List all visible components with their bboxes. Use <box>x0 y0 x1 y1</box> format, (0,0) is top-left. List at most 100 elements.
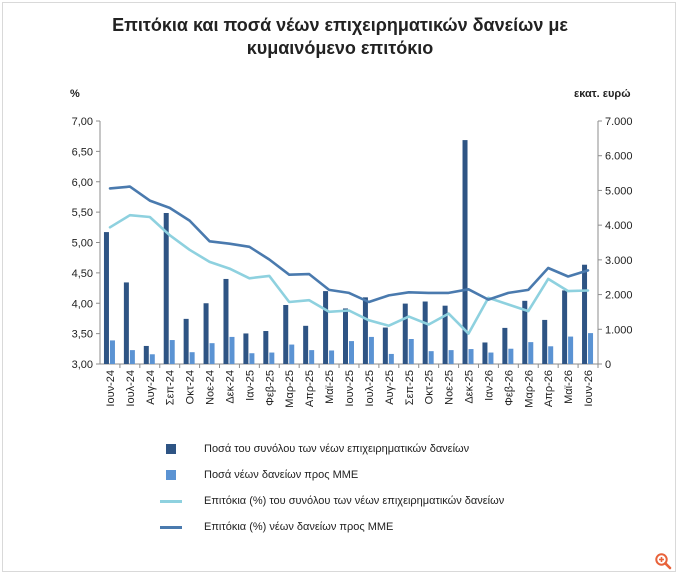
bar-sme-amount <box>588 333 594 364</box>
x-tick-label: Απρ-26 <box>543 370 555 407</box>
x-tick-label: Αυγ-24 <box>145 370 157 405</box>
bar-sme-amount <box>408 339 414 364</box>
bar-total-amount <box>562 290 568 364</box>
chart-title: Επιτόκια και ποσά νέων επιχειρηματικών δ… <box>0 14 680 60</box>
x-tick-label: Νοε-24 <box>205 370 217 405</box>
bar-total-amount <box>442 305 448 364</box>
bar-sme-amount <box>289 344 295 364</box>
x-tick-label: Απρ-25 <box>304 370 316 407</box>
bar-sme-amount <box>568 336 574 364</box>
x-tick-label: Μαρ-25 <box>284 370 296 408</box>
right-tick-label: 6.000 <box>605 151 633 163</box>
bar-total-amount <box>482 342 488 364</box>
x-tick-label: Ιουν-25 <box>344 370 356 407</box>
left-tick-label: 3,50 <box>72 329 93 341</box>
bar-sme-amount <box>548 346 554 364</box>
bar-sme-amount <box>448 350 454 364</box>
legend-label: Ποσά νέων δανείων προς ΜΜΕ <box>204 469 359 481</box>
left-axis-unit: % <box>70 88 80 100</box>
x-tick-label: Φεβ-25 <box>264 370 276 406</box>
left-tick-label: 3,00 <box>72 359 93 371</box>
bar-total-amount <box>243 333 249 364</box>
bar-sme-amount <box>329 350 335 364</box>
left-tick-label: 5,00 <box>72 238 93 250</box>
bar-total-amount <box>542 319 548 364</box>
legend-label: Ποσά του συνόλου των νέων επιχειρηματικώ… <box>204 443 470 455</box>
bar-total-amount <box>582 264 588 364</box>
zoom-icon[interactable] <box>654 552 672 570</box>
bar-sme-amount <box>189 352 195 364</box>
legend-item-total-rate: Επιτόκια (%) του συνόλου των νέων επιχει… <box>160 492 620 518</box>
bar-total-amount <box>422 301 428 364</box>
x-tick-label: Σεπ-24 <box>165 370 177 405</box>
bar-total-amount <box>163 212 169 364</box>
bar-sme-amount <box>109 340 115 364</box>
left-tick-label: 6,50 <box>72 146 93 158</box>
bar-sme-amount <box>129 350 135 364</box>
bar-sme-amount <box>368 336 374 364</box>
x-tick-label: Οκτ-24 <box>185 370 197 404</box>
line-sme-rate <box>108 185 590 304</box>
x-tick-label: Μαρ-26 <box>523 370 535 408</box>
left-tick-label: 7,00 <box>72 116 93 128</box>
line-total-rate <box>108 213 590 335</box>
bar-total-amount <box>382 327 388 364</box>
bar-total-amount <box>362 297 368 364</box>
x-tick-label: Φεβ-26 <box>503 370 515 406</box>
x-tick-label: Ιαν-25 <box>244 370 256 401</box>
bar-sme-amount <box>388 353 394 364</box>
bar-sme-amount <box>528 342 534 364</box>
right-tick-label: 4.000 <box>605 220 633 232</box>
bar-total-amount <box>323 291 329 364</box>
legend-label: Επιτόκια (%) του συνόλου των νέων επιχει… <box>204 495 505 507</box>
bar-total-amount <box>223 278 229 364</box>
legend: Ποσά του συνόλου των νέων επιχειρηματικώ… <box>160 440 620 544</box>
bar-sme-amount <box>229 336 235 364</box>
x-tick-label: Μαϊ-26 <box>563 370 575 404</box>
x-tick-label: Δεκ-24 <box>224 370 236 404</box>
right-tick-label: 7.000 <box>605 116 633 128</box>
bar-sme-amount <box>149 354 155 364</box>
legend-swatch <box>160 526 182 529</box>
bar-sme-amount <box>269 352 275 364</box>
bar-total-amount <box>183 318 189 364</box>
chart-plot: 3,00 3,50 4,00 4,50 5,00 5,50 6,00 6,50 7,00 0 1.0… <box>72 116 633 408</box>
legend-item-sme-amount: Ποσά νέων δανείων προς ΜΜΕ <box>160 466 620 492</box>
bar-total-amount <box>462 140 468 364</box>
right-tick-label: 0 <box>605 359 611 371</box>
left-tick-label: 4,00 <box>72 298 93 310</box>
bar-sme-amount <box>349 341 354 364</box>
bar-sme-amount <box>488 352 494 364</box>
right-tick-label: 5.000 <box>605 185 633 197</box>
bar-sme-amount <box>209 343 215 364</box>
bar-sme-amount <box>468 349 474 364</box>
left-tick-label: 6,00 <box>72 177 93 189</box>
legend-item-sme-rate: Επιτόκια (%) νέων δανείων προς ΜΜΕ <box>160 518 620 544</box>
right-axis-unit: εκατ. ευρώ <box>574 88 631 100</box>
legend-swatch <box>160 500 182 503</box>
bar-total-amount <box>203 303 209 364</box>
bar-total-amount <box>123 282 129 364</box>
bar-total-amount <box>263 331 269 364</box>
bar-total-amount <box>402 303 408 364</box>
bar-sme-amount <box>428 351 434 364</box>
x-tick-label: Ιουν-26 <box>583 370 595 407</box>
x-tick-label: Νοε-25 <box>444 370 456 405</box>
x-tick-label: Ιαν-26 <box>483 370 495 401</box>
legend-label: Επιτόκια (%) νέων δανείων προς ΜΜΕ <box>204 521 394 533</box>
legend-item-total-amount: Ποσά του συνόλου των νέων επιχειρηματικώ… <box>160 440 620 466</box>
right-tick-label: 2.000 <box>605 290 633 302</box>
bar-sme-amount <box>249 353 255 364</box>
legend-swatch <box>166 444 176 454</box>
chart-title-line1: Επιτόκια και ποσά νέων επιχειρηματικών δ… <box>112 15 568 35</box>
bar-total-amount <box>343 308 348 364</box>
bar-total-amount <box>143 345 149 364</box>
bar-total-amount <box>502 327 508 364</box>
bar-total-amount <box>303 325 309 364</box>
x-tick-label: Οκτ-25 <box>424 370 436 404</box>
left-tick-label: 5,50 <box>72 207 93 219</box>
right-tick-label: 1.000 <box>605 324 633 336</box>
legend-swatch <box>166 470 176 480</box>
x-tick-label: Ιουλ-24 <box>125 370 137 407</box>
